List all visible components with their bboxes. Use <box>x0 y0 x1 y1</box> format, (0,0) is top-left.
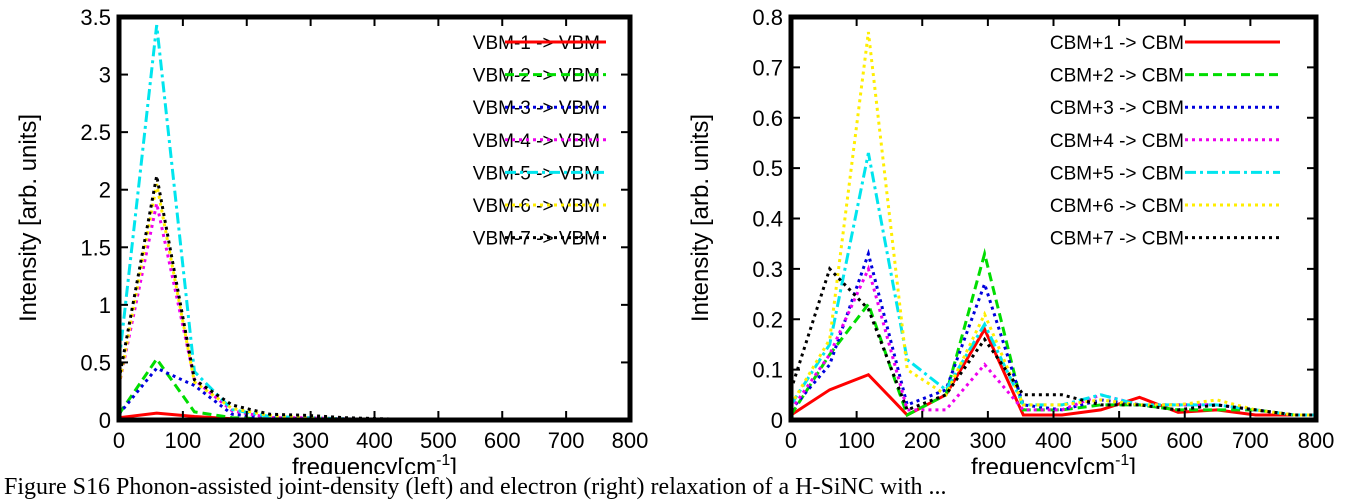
legend-label: CBM+2 -> CBM <box>1050 66 1184 87</box>
y-tick-label: 0.5 <box>752 156 783 181</box>
y-tick-label: 3.5 <box>80 5 111 30</box>
x-tick-label: 500 <box>1101 428 1138 453</box>
y-tick-label: 0 <box>99 408 111 433</box>
legend-label: CBM+5 -> CBM <box>1050 163 1184 184</box>
x-tick-label: 600 <box>484 428 521 453</box>
y-tick-label: 1.5 <box>80 235 111 260</box>
x-tick-label: 100 <box>165 428 202 453</box>
x-tick-label: 600 <box>1166 428 1203 453</box>
x-tick-label: 200 <box>904 428 941 453</box>
y-tick-label: 0.4 <box>752 207 783 232</box>
chart-panel-2: 0 100 200 300 400 500 600 700 800 0 0.1 0.2 0.3 0.4 0.… <box>687 5 1334 474</box>
y-axis-label: Intensity [arb. units] <box>15 114 42 322</box>
y-tick-label: 0.7 <box>752 55 783 80</box>
series-line-5 <box>791 152 1316 417</box>
x-tick-label: 400 <box>356 428 393 453</box>
x-tick-label: 700 <box>1232 428 1269 453</box>
figure: 0 100 200 300 400 500 600 700 800 0 0.5 1 1.5 2 2.5 3 3.… <box>15 5 1334 474</box>
legend-label: VBM-4 -> VBM <box>473 131 600 152</box>
y-tick-label: 2.5 <box>80 120 111 145</box>
y-tick-label: 0.2 <box>752 307 783 332</box>
y-axis-label: Intensity [arb. units] <box>687 114 714 322</box>
legend-label: VBM-3 -> VBM <box>473 98 600 119</box>
legend: CBM+1 -> CBM CBM+2 -> CBM CBM+3 -> CBM CBM+… <box>1050 33 1280 250</box>
y-tick-label: 1 <box>99 293 111 318</box>
x-axis-label: frequency[cm-1] <box>292 452 457 474</box>
y-tick-label: 2 <box>99 178 111 203</box>
y-tick-label: 0.3 <box>752 257 783 282</box>
x-tick-label: 100 <box>838 428 875 453</box>
x-tick-label: 400 <box>1035 428 1072 453</box>
x-tick-label: 300 <box>292 428 329 453</box>
series-line-6 <box>791 31 1316 417</box>
x-tick-label: 0 <box>785 428 797 453</box>
series-line-1 <box>119 411 609 420</box>
x-axis-label: frequency[cm-1] <box>971 452 1136 474</box>
series-line-6 <box>119 183 609 420</box>
x-tick-label: 0 <box>113 428 125 453</box>
series-line-4 <box>791 264 1316 417</box>
legend-label: VBM-6 -> VBM <box>473 196 600 217</box>
legend-label: CBM+6 -> CBM <box>1050 196 1184 217</box>
y-tick-label: 0.6 <box>752 106 783 131</box>
chart-panel-1: 0 100 200 300 400 500 600 700 800 0 0.5 1 1.5 2 2.5 3 3.… <box>15 5 648 474</box>
y-tick-label: 0.8 <box>752 5 783 30</box>
y-tick-label: 0 <box>771 408 783 433</box>
series-line-1 <box>791 326 1316 417</box>
series-line-7 <box>119 175 609 420</box>
legend-label: CBM+7 -> CBM <box>1050 229 1184 250</box>
series-line-7 <box>791 266 1316 417</box>
y-tick-label: 3 <box>99 63 111 88</box>
legend-label: CBM+4 -> CBM <box>1050 131 1184 152</box>
x-tick-label: 200 <box>228 428 265 453</box>
x-tick-label: 700 <box>548 428 585 453</box>
x-tick-label: 300 <box>970 428 1007 453</box>
legend-label: CBM+3 -> CBM <box>1050 98 1184 119</box>
x-tick-label: 800 <box>1298 428 1335 453</box>
y-tick-label: 0.1 <box>752 358 783 383</box>
y-tick-label: 0.5 <box>80 350 111 375</box>
x-tick-label: 500 <box>420 428 457 453</box>
legend-label: CBM+1 -> CBM <box>1050 33 1184 54</box>
figure-caption: Figure S16 Phonon-assisted joint-density… <box>4 474 947 500</box>
x-tick-label: 800 <box>612 428 649 453</box>
legend-label: VBM-7 -> VBM <box>473 229 600 250</box>
